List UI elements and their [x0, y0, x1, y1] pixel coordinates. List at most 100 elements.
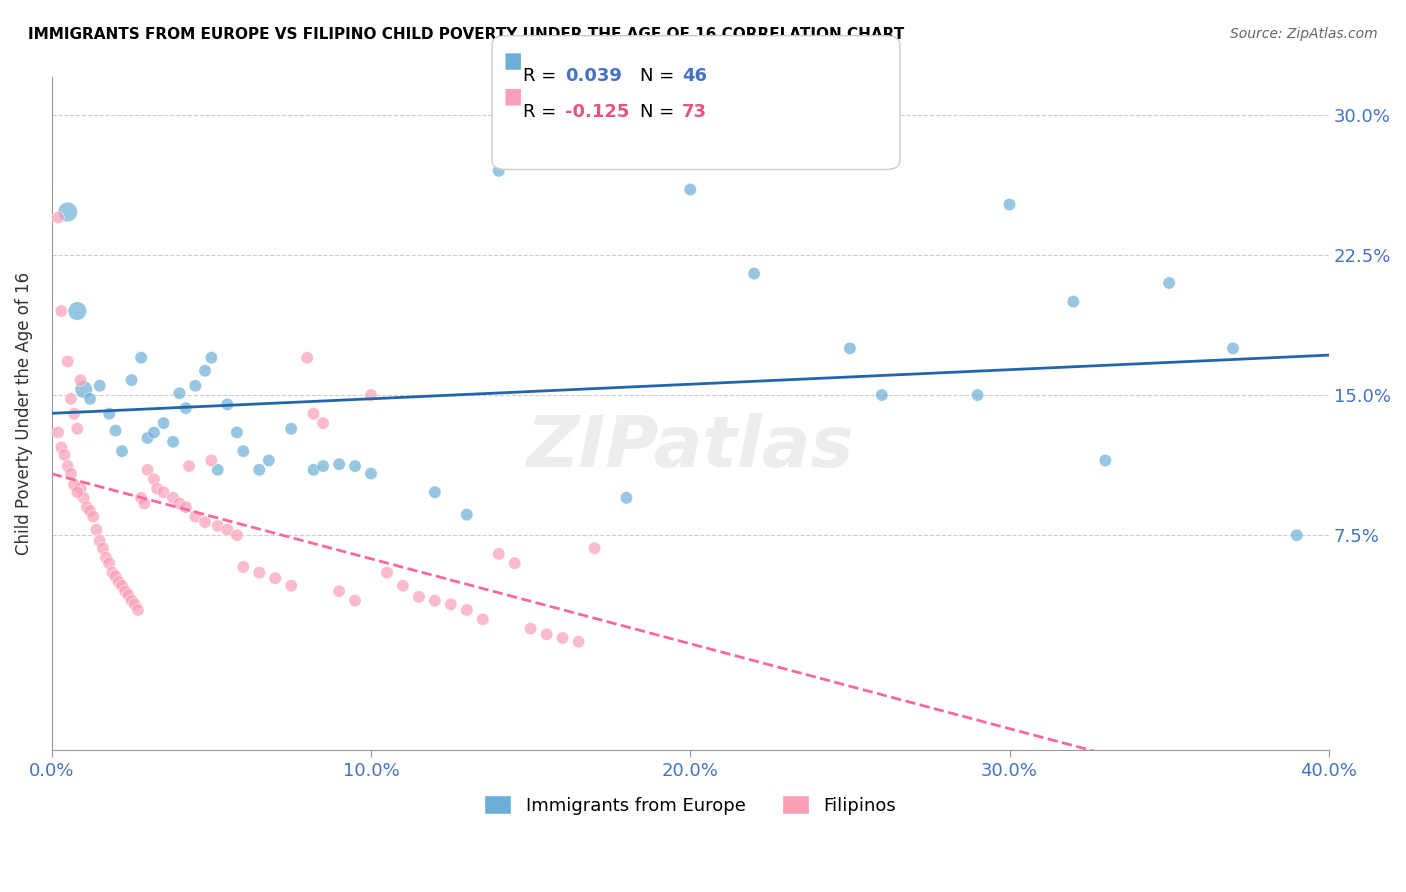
- Point: [360, 388, 382, 402]
- Text: IMMIGRANTS FROM EUROPE VS FILIPINO CHILD POVERTY UNDER THE AGE OF 16 CORRELATION: IMMIGRANTS FROM EUROPE VS FILIPINO CHILD…: [28, 27, 904, 42]
- Text: R =: R =: [523, 103, 562, 120]
- Point: [98, 556, 121, 570]
- Point: [121, 593, 143, 607]
- Point: [56, 205, 79, 219]
- Point: [63, 477, 86, 491]
- Point: [86, 523, 108, 537]
- Point: [174, 500, 197, 515]
- Point: [79, 392, 101, 406]
- Point: [488, 547, 510, 561]
- Text: -0.125: -0.125: [565, 103, 630, 120]
- Point: [194, 515, 217, 529]
- Point: [302, 463, 325, 477]
- Point: [184, 378, 207, 392]
- Point: [114, 584, 136, 599]
- Point: [226, 528, 249, 542]
- Point: [838, 342, 860, 356]
- Point: [217, 397, 239, 411]
- Point: [73, 383, 96, 397]
- Point: [471, 612, 494, 626]
- Point: [89, 378, 111, 392]
- Point: [127, 603, 149, 617]
- Point: [104, 424, 127, 438]
- Point: [312, 416, 335, 430]
- Point: [53, 448, 76, 462]
- Point: [59, 467, 82, 481]
- Point: [583, 541, 606, 556]
- Point: [200, 453, 222, 467]
- Point: [69, 373, 91, 387]
- Point: [1222, 342, 1244, 356]
- Text: 46: 46: [682, 67, 707, 85]
- Point: [200, 351, 222, 365]
- Point: [1094, 453, 1116, 467]
- Point: [46, 425, 69, 440]
- Text: N =: N =: [640, 67, 679, 85]
- Point: [101, 566, 124, 580]
- Point: [56, 459, 79, 474]
- Point: [488, 164, 510, 178]
- Point: [162, 434, 184, 449]
- Point: [217, 523, 239, 537]
- Point: [91, 541, 114, 556]
- Point: [232, 444, 254, 458]
- Text: 73: 73: [682, 103, 707, 120]
- Point: [360, 467, 382, 481]
- Point: [111, 579, 134, 593]
- Point: [124, 598, 146, 612]
- Point: [328, 457, 350, 471]
- Text: R =: R =: [523, 67, 562, 85]
- Point: [121, 373, 143, 387]
- Point: [184, 509, 207, 524]
- Point: [46, 211, 69, 225]
- Point: [423, 485, 446, 500]
- Point: [51, 304, 73, 318]
- Text: N =: N =: [640, 103, 679, 120]
- Point: [136, 463, 159, 477]
- Point: [247, 566, 270, 580]
- Point: [616, 491, 638, 505]
- Point: [162, 491, 184, 505]
- Point: [63, 407, 86, 421]
- Point: [456, 603, 478, 617]
- Point: [392, 579, 415, 593]
- Point: [280, 422, 302, 436]
- Point: [226, 425, 249, 440]
- Point: [129, 351, 152, 365]
- Point: [169, 386, 191, 401]
- Point: [1062, 294, 1084, 309]
- Point: [264, 571, 287, 585]
- Point: [536, 627, 558, 641]
- Point: [207, 463, 229, 477]
- Point: [94, 550, 117, 565]
- Point: [194, 364, 217, 378]
- Text: ZIPatlas: ZIPatlas: [527, 413, 853, 482]
- Text: 0.039: 0.039: [565, 67, 621, 85]
- Point: [966, 388, 988, 402]
- Point: [870, 388, 893, 402]
- Point: [567, 634, 589, 648]
- Point: [328, 584, 350, 599]
- Point: [107, 574, 129, 589]
- Point: [312, 459, 335, 474]
- Point: [152, 416, 174, 430]
- Point: [551, 631, 574, 645]
- Point: [117, 588, 139, 602]
- Point: [51, 441, 73, 455]
- Point: [503, 556, 526, 570]
- Point: [79, 504, 101, 518]
- Point: [152, 485, 174, 500]
- Point: [440, 598, 463, 612]
- Point: [142, 472, 165, 486]
- Point: [111, 444, 134, 458]
- Point: [66, 304, 89, 318]
- Point: [1285, 528, 1308, 542]
- Point: [423, 593, 446, 607]
- Point: [73, 491, 96, 505]
- Point: [302, 407, 325, 421]
- Text: Source: ZipAtlas.com: Source: ZipAtlas.com: [1230, 27, 1378, 41]
- Point: [344, 459, 367, 474]
- Point: [456, 508, 478, 522]
- Point: [89, 533, 111, 548]
- Point: [257, 453, 280, 467]
